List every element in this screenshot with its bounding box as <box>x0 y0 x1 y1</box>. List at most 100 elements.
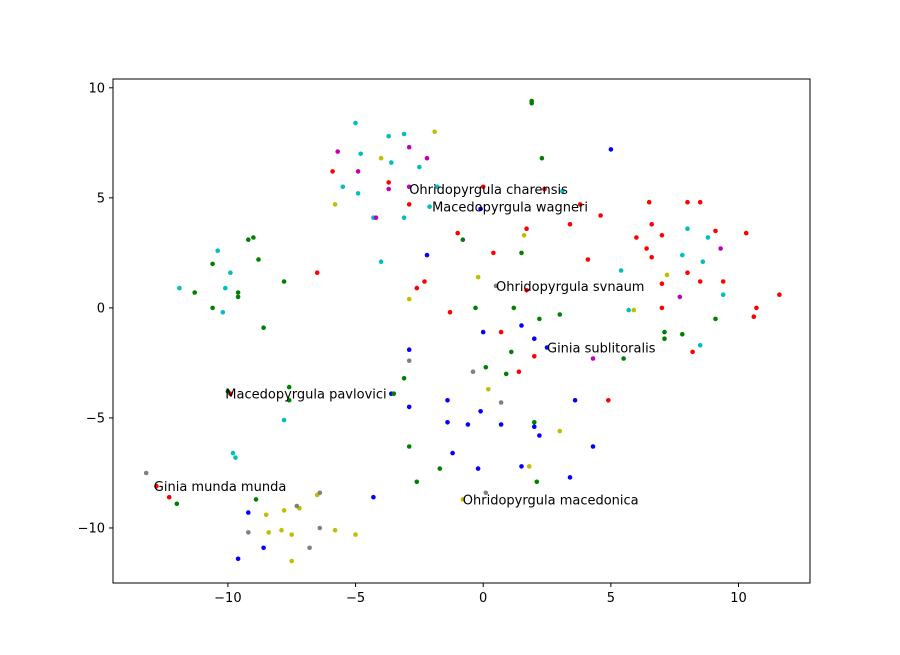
scatter-point <box>332 202 338 207</box>
scatter-point <box>524 226 529 231</box>
scatter-point <box>521 233 527 238</box>
scatter-point <box>432 129 438 135</box>
scatter-point <box>542 186 547 192</box>
scatter-point <box>754 305 759 311</box>
scatter-points <box>143 98 782 564</box>
scatter-point <box>406 347 412 353</box>
scatter-point <box>246 510 251 515</box>
scatter-point <box>498 422 504 427</box>
scatter-point <box>626 307 631 313</box>
scatter-point <box>557 312 563 317</box>
scatter-point <box>353 532 358 537</box>
axes-frame <box>112 78 811 584</box>
scatter-point <box>662 329 667 335</box>
scatter-point <box>353 120 358 126</box>
scatter-point <box>509 349 514 355</box>
scatter-point <box>246 237 251 242</box>
scatter-point <box>437 466 443 471</box>
point-annotation: Ohridopyrgula macedonica <box>463 493 639 508</box>
scatter-point <box>406 296 412 302</box>
scatter-point <box>378 259 384 265</box>
scatter-point <box>677 294 683 300</box>
y-axis: −10 −5 0 5 10 <box>78 81 113 536</box>
scatter-point <box>263 512 269 518</box>
scatter-point <box>777 292 782 298</box>
scatter-point <box>475 466 481 471</box>
scatter-point <box>646 199 652 205</box>
scatter-point <box>537 433 542 438</box>
scatter-point <box>427 204 432 209</box>
scatter-point <box>697 343 703 348</box>
scatter-point <box>680 332 685 337</box>
scatter-point <box>480 184 486 190</box>
scatter-point <box>544 345 550 350</box>
scatter-point <box>685 226 690 231</box>
scatter-point <box>230 450 236 456</box>
scatter-point <box>644 246 649 251</box>
scatter-point <box>401 376 407 381</box>
scatter-point <box>473 305 478 311</box>
point-annotation: Ginia sublitoralis <box>547 342 656 357</box>
scatter-point <box>235 556 241 562</box>
scatter-point <box>355 191 361 196</box>
scatter-point <box>680 252 685 258</box>
scatter-point <box>401 215 407 220</box>
scatter-point <box>251 235 256 240</box>
scatter-point <box>705 235 711 240</box>
scatter-point <box>532 336 537 342</box>
scatter-point <box>532 354 537 359</box>
scatter-point <box>406 358 412 364</box>
scatter-point <box>386 133 392 139</box>
scatter-point <box>358 151 364 157</box>
scatter-point <box>519 464 524 469</box>
point-annotation: Ohridopyrgula charensis <box>409 183 568 198</box>
scatter-point <box>455 230 461 236</box>
scatter-point <box>166 494 172 500</box>
scatter-point <box>491 250 496 256</box>
scatter-point <box>434 184 440 190</box>
x-tick-label: 0 <box>479 591 487 606</box>
scatter-point <box>598 213 603 218</box>
scatter-point <box>332 527 338 533</box>
scatter-point <box>557 428 563 434</box>
scatter-point <box>649 222 654 227</box>
point-annotation: Macedopyrgula pavlovici <box>225 388 386 403</box>
scatter-point <box>253 497 259 502</box>
scatter-point <box>447 310 453 315</box>
y-tick-label: 5 <box>97 191 105 206</box>
x-tick-label: 5 <box>607 591 615 606</box>
scatter-point <box>475 274 481 280</box>
scatter-point <box>414 285 420 291</box>
scatter-point <box>371 494 376 500</box>
scatter-point <box>567 222 573 227</box>
scatter-point <box>414 479 420 485</box>
scatter-point <box>720 279 726 284</box>
x-axis: −10 −5 0 5 10 <box>214 583 747 606</box>
scatter-point <box>608 147 614 152</box>
scatter-point <box>685 199 690 205</box>
scatter-point <box>585 257 591 262</box>
y-tick-label: −5 <box>86 411 105 426</box>
scatter-point <box>532 424 537 430</box>
scatter-point <box>317 525 323 531</box>
scatter-point <box>618 268 624 273</box>
scatter-point <box>445 398 450 403</box>
scatter-point <box>697 279 703 284</box>
scatter-point <box>516 369 522 375</box>
scatter-point <box>154 483 159 489</box>
scatter-point <box>266 530 272 535</box>
scatter-point <box>286 398 292 403</box>
scatter-point <box>537 316 542 322</box>
scatter-point <box>478 409 483 414</box>
scatter-point <box>631 307 637 313</box>
scatter-point <box>503 371 509 377</box>
scatter-point <box>572 398 578 403</box>
scatter-point <box>177 285 182 291</box>
scatter-point <box>743 230 749 236</box>
scatter-point <box>373 215 379 220</box>
scatter-point <box>220 310 226 315</box>
scatter-point <box>662 336 667 342</box>
point-annotation: Macedopyrgula wagneri <box>432 201 588 216</box>
scatter-point <box>460 237 466 242</box>
scatter-point <box>659 281 665 287</box>
